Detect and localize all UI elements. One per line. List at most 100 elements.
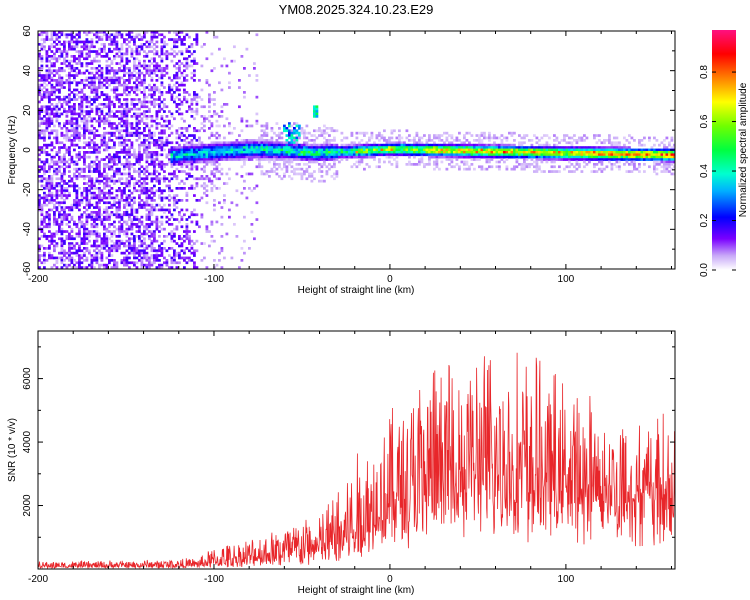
spectrogram-cell [218, 143, 221, 147]
spectrogram-cell [290, 148, 294, 152]
spectrogram-cell [488, 153, 491, 157]
spectrogram-cell [85, 127, 89, 130]
spectrogram-cell [398, 151, 401, 154]
spectrogram-cell [153, 254, 156, 257]
spectrogram-cell [65, 134, 69, 137]
spectrogram-cell [58, 189, 61, 193]
spectrogram-cell [130, 261, 134, 265]
spectrogram-cell [103, 177, 106, 181]
spectrogram-cell [415, 148, 419, 152]
spectrogram-cell [398, 148, 401, 152]
spectrogram-cell [70, 124, 74, 128]
spectrogram-cell [145, 218, 149, 221]
spectrogram-cell [45, 107, 49, 111]
spectrogram-cell [50, 160, 54, 164]
spectrogram-cell [130, 177, 134, 181]
spectrogram-cell [178, 35, 181, 39]
spectrogram-cell [135, 57, 139, 61]
spectrogram-cell [215, 124, 219, 128]
spectrogram-cell [83, 235, 86, 238]
spectrogram-cell [125, 47, 129, 51]
spectrogram-cell [145, 203, 149, 207]
spectrogram-cell [243, 153, 246, 157]
spectrogram-cell [123, 52, 126, 56]
spectrogram-cell [115, 266, 119, 269]
spectrogram-cell [68, 105, 71, 109]
spectrogram-cell [438, 155, 441, 159]
spectrogram-cell [113, 43, 116, 46]
spectrogram-cell [95, 31, 99, 34]
spectrogram-cell [48, 251, 51, 255]
spectrogram-cell [383, 129, 386, 133]
spectrogram-cell [333, 139, 336, 142]
spectrogram-cell [90, 83, 94, 87]
spectrogram-cell [78, 95, 81, 99]
spectrogram-cell [530, 146, 534, 149]
spectrogram-cell [85, 117, 89, 121]
spectrogram-cell [235, 235, 239, 238]
spectrogram-cell [293, 151, 296, 154]
spectrogram-cell [160, 242, 164, 245]
spectrogram-cell [513, 155, 516, 159]
spectrogram-cell [200, 64, 204, 68]
spectrogram-cell [138, 184, 141, 188]
spectrogram-cell [68, 242, 71, 245]
spectrogram-cell [215, 165, 219, 169]
spectrogram-cell [413, 143, 416, 147]
spectrogram-cell [110, 124, 114, 128]
spectrogram-cell [118, 208, 121, 212]
spectrogram-cell [65, 131, 69, 135]
spectrogram-cell [273, 163, 276, 166]
spectrogram-cell [323, 155, 326, 159]
spectrogram-cell [113, 160, 116, 164]
spectrogram-cell [220, 223, 224, 226]
spectrogram-cell [153, 247, 156, 250]
spectrogram-cell [123, 67, 126, 70]
spectrogram-cell [145, 31, 149, 34]
spectrogram-cell [63, 136, 66, 140]
spectrogram-cell [395, 136, 399, 140]
spectrogram-cell [70, 69, 74, 73]
spectrogram-cell [138, 119, 141, 123]
spectrogram-cell [133, 74, 136, 77]
spectrogram-cell [83, 196, 86, 200]
spectrogram-cell [170, 158, 174, 161]
spectrogram-cell [113, 57, 116, 61]
spectrogram-cell [110, 235, 114, 238]
spectrogram-cell [115, 40, 119, 44]
spectrogram-cell [303, 129, 306, 133]
spectrogram-cell [98, 165, 101, 169]
spectrogram-cell [400, 148, 404, 152]
spectrogram-cell [453, 143, 456, 147]
spectrogram-cell [85, 33, 89, 37]
spectrogram-cell [198, 199, 201, 202]
spectrogram-cell [195, 100, 199, 104]
spectrogram-cell [138, 235, 141, 238]
spectrogram-cell [288, 148, 291, 152]
spectrogram-cell [165, 67, 169, 70]
spectrogram-cell [163, 45, 166, 49]
spectrogram-cell [160, 191, 164, 195]
spectrogram-cell [128, 107, 131, 111]
spectrogram-cell [100, 69, 104, 73]
spectrogram-cell [180, 134, 184, 137]
spectrogram-cell [148, 71, 151, 75]
spectrogram-cell [135, 208, 139, 212]
spectrogram-cell [123, 242, 126, 245]
spectrogram-cell [273, 146, 276, 149]
spectrogram-cell [505, 151, 509, 154]
spectrogram-cell [115, 247, 119, 250]
spectrogram-cell [120, 112, 124, 116]
spectrogram-cell [55, 151, 59, 154]
spectrogram-cell [495, 136, 499, 140]
spectrogram-cell [450, 136, 454, 140]
spectrogram-cell [73, 201, 76, 205]
spectrogram-cell [73, 45, 76, 49]
spectrogram-cell [110, 179, 114, 183]
spectrogram-cell [458, 139, 461, 142]
spectrogram-cell [98, 167, 101, 171]
spectrogram-cell [245, 119, 249, 123]
spectrogram-cell [148, 40, 151, 44]
spectrogram-cell [505, 148, 509, 152]
spectrogram-cell [133, 91, 136, 94]
